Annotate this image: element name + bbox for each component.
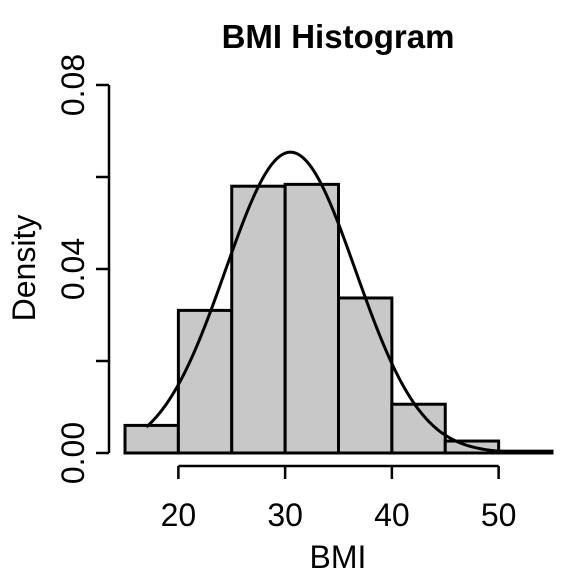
histogram-bar	[230, 184, 287, 455]
x-tick-label: 30	[267, 497, 303, 533]
histogram-bar	[283, 182, 340, 455]
histogram-bar	[123, 423, 180, 455]
density-curve	[145, 150, 553, 455]
x-tick-label: 20	[161, 497, 197, 533]
x-tick-label: 50	[481, 497, 517, 533]
y-tick-label: 0.08	[55, 54, 91, 116]
histogram-bar	[176, 308, 234, 455]
y-axis-label: Density	[6, 215, 42, 322]
histogram-bar	[337, 296, 394, 455]
x-axis: 20 30 40 50	[161, 464, 517, 533]
y-tick-label: 0.04	[55, 238, 91, 300]
y-axis: 0.00 0.04 0.08	[55, 54, 111, 484]
x-axis-label: BMI	[310, 539, 367, 575]
x-tick-label: 40	[374, 497, 410, 533]
chart-title: BMI Histogram	[222, 18, 455, 55]
y-tick-label: 0.00	[55, 422, 91, 484]
